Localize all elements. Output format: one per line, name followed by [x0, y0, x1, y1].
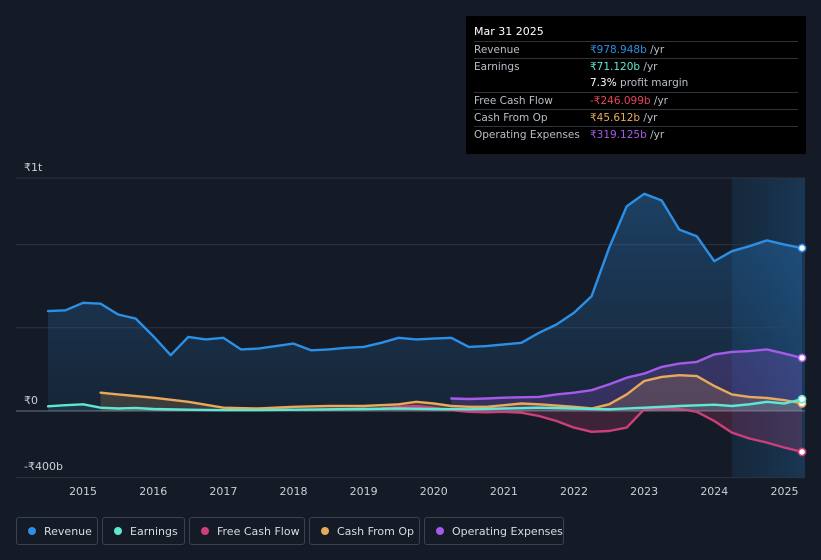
tooltip-label: Cash From Op: [474, 112, 548, 124]
x-tick-label: 2016: [139, 485, 167, 498]
tooltip-label: Free Cash Flow: [474, 95, 553, 107]
x-tick-label: 2020: [420, 485, 448, 498]
earnings-area: [48, 399, 802, 411]
legend-dot-icon: [114, 527, 122, 535]
legend-item-revenue[interactable]: Revenue: [16, 517, 98, 545]
legend-label: Revenue: [44, 524, 92, 538]
cash-from-op-line: [99, 374, 804, 410]
legend-item-cash-from-op[interactable]: Cash From Op: [309, 517, 420, 545]
tooltip-label: Operating Expenses: [474, 129, 580, 141]
tooltip-date: Mar 31 2025: [474, 25, 544, 38]
tooltip-unit: /yr: [646, 44, 665, 56]
tooltip-row-revenue: Revenue ₹978.948b /yr: [474, 41, 798, 59]
legend-dot-icon: [28, 527, 36, 535]
tooltip-label: Revenue: [474, 44, 520, 56]
y-tick-label: -₹400b: [24, 460, 63, 473]
tooltip-value: 7.3%: [590, 77, 617, 89]
cash-from-op-area: [100, 375, 803, 411]
operating-expenses-end-marker[interactable]: [797, 353, 807, 363]
revenue-line: [46, 192, 804, 357]
tooltip-value: ₹45.612b: [590, 112, 641, 124]
x-tick-label: 2023: [630, 485, 658, 498]
x-tick-label: 2022: [560, 485, 588, 498]
tooltip-row-earnings: Earnings ₹71.120b /yr: [474, 58, 798, 76]
tooltip-unit: /yr: [640, 112, 658, 124]
x-tick-label: 2024: [700, 485, 728, 498]
tooltip-unit: /yr: [646, 129, 665, 141]
tooltip-label: Earnings: [474, 61, 520, 73]
legend-item-free-cash-flow[interactable]: Free Cash Flow: [189, 517, 305, 545]
x-tick-label: 2017: [209, 485, 237, 498]
x-tick-label: 2025: [770, 485, 798, 498]
legend-item-earnings[interactable]: Earnings: [102, 517, 185, 545]
legend-label: Cash From Op: [337, 524, 415, 538]
legend-dot-icon: [321, 527, 329, 535]
x-tick-label: 2015: [69, 485, 97, 498]
x-tick-label: 2021: [490, 485, 518, 498]
tooltip-row-cash-from-op: Cash From Op ₹45.612b /yr: [474, 109, 798, 127]
revenue-end-marker[interactable]: [797, 243, 807, 253]
tooltip-row-profit-margin: 7.3% profit margin: [474, 75, 798, 92]
y-tick-label: ₹1t: [24, 161, 43, 174]
legend-label: Free Cash Flow: [217, 524, 300, 538]
tooltip-row-free-cash-flow: Free Cash Flow -₹246.099b /yr: [474, 92, 798, 110]
operating-expenses-area: [451, 349, 802, 411]
legend-item-operating-expenses[interactable]: Operating Expenses: [424, 517, 564, 545]
tooltip-value: -₹246.099b: [590, 95, 651, 107]
earnings-end-marker[interactable]: [797, 394, 807, 404]
free-cash-flow-area: [381, 406, 802, 452]
legend-label: Earnings: [130, 524, 178, 538]
tooltip-value: ₹71.120b: [590, 61, 641, 73]
data-tooltip: Mar 31 2025 Revenue ₹978.948b /yr Earnin…: [466, 16, 806, 154]
y-tick-label: ₹0: [24, 394, 38, 407]
tooltip-unit: /yr: [650, 95, 668, 107]
tooltip-unit: /yr: [640, 61, 658, 73]
revenue-area: [48, 193, 802, 411]
operating-expenses-line: [450, 348, 804, 401]
tooltip-unit: profit margin: [616, 77, 689, 89]
x-tick-label: 2018: [279, 485, 307, 498]
legend-dot-icon: [436, 527, 444, 535]
x-tick-label: 2019: [350, 485, 378, 498]
tooltip-row-operating-expenses: Operating Expenses ₹319.125b /yr: [474, 126, 798, 144]
legend-label: Operating Expenses: [452, 524, 563, 538]
tooltip-value: ₹319.125b: [590, 129, 647, 141]
free-cash-flow-end-marker[interactable]: [797, 447, 807, 457]
legend-dot-icon: [201, 527, 209, 535]
earnings-line: [46, 398, 804, 412]
tooltip-value: ₹978.948b: [590, 44, 647, 56]
